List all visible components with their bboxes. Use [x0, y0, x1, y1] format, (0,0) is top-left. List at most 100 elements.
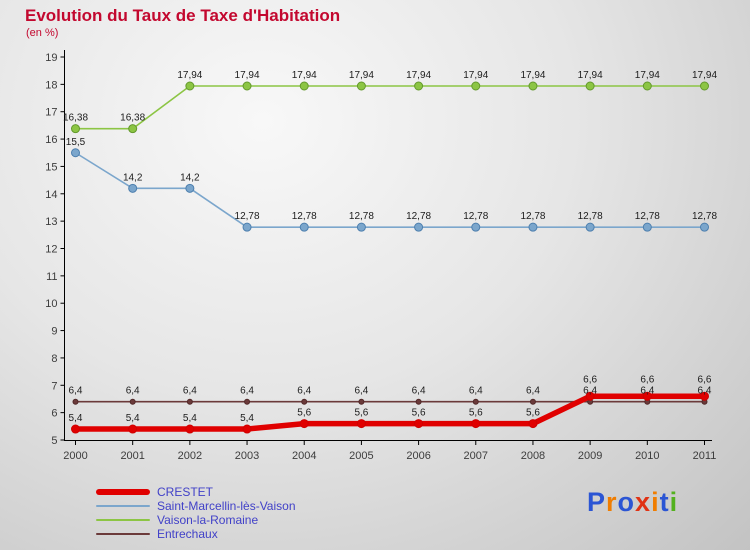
x-tick-label: 2005	[349, 450, 373, 462]
point-label: 6,4	[240, 386, 254, 397]
point-label: 5,4	[69, 413, 83, 424]
point-label: 12,78	[463, 211, 488, 222]
point-label: 5,6	[526, 408, 540, 419]
point-label: 12,78	[349, 211, 374, 222]
point-label: 5,4	[240, 413, 254, 424]
y-tick-label: 13	[45, 216, 57, 228]
data-point-crestet	[356, 419, 366, 429]
point-label: 12,78	[692, 211, 717, 222]
data-point-crestet	[414, 419, 424, 429]
point-label: 6,4	[297, 386, 311, 397]
axes	[64, 50, 712, 441]
point-label: 12,78	[520, 211, 545, 222]
y-tick-label: 19	[45, 52, 57, 64]
x-tick-label: 2001	[120, 450, 144, 462]
data-point-saint-marcellin-l-s-vaison	[642, 222, 652, 232]
data-point-entrechaux	[129, 398, 136, 405]
legend-swatch	[96, 489, 150, 495]
y-tick-label: 17	[45, 107, 57, 119]
data-point-crestet	[242, 424, 252, 434]
point-label: 6,4	[640, 386, 654, 397]
point-label: 16,38	[120, 113, 145, 124]
legend-label: CRESTET	[157, 485, 214, 499]
data-point-entrechaux	[472, 398, 479, 405]
point-label: 16,38	[63, 113, 88, 124]
data-point-entrechaux	[244, 398, 251, 405]
data-point-vaison-la-romaine	[71, 124, 80, 134]
point-label: 6,4	[126, 386, 140, 397]
y-tick-label: 14	[45, 189, 57, 201]
data-point-saint-marcellin-l-s-vaison	[356, 222, 366, 232]
point-label: 5,6	[354, 408, 368, 419]
data-point-saint-marcellin-l-s-vaison	[185, 183, 195, 193]
x-tick-label: 2010	[635, 450, 659, 462]
point-label: 17,94	[463, 70, 488, 81]
logo-letter: x	[635, 487, 652, 517]
point-label: 5,4	[183, 413, 197, 424]
x-tick-label: 2011	[693, 450, 717, 462]
logo-letter: r	[606, 487, 618, 517]
x-tick-label: 2000	[63, 450, 87, 462]
point-label: 12,78	[292, 211, 317, 222]
data-point-saint-marcellin-l-s-vaison	[414, 222, 424, 232]
point-label: 6,6	[583, 375, 597, 386]
logo-letter: i	[651, 487, 660, 517]
x-tick-label: 2002	[178, 450, 202, 462]
point-label: 5,6	[469, 408, 483, 419]
point-label: 6,6	[640, 375, 654, 386]
point-label: 6,4	[469, 386, 483, 397]
data-point-entrechaux	[72, 398, 79, 405]
page-subtitle: (en %)	[26, 27, 59, 39]
y-tick-label: 8	[51, 353, 57, 365]
point-label: 14,2	[123, 172, 143, 183]
point-label: 6,6	[698, 375, 712, 386]
series-line-saint-marcellin-l-s-vaison	[74, 151, 706, 228]
data-point-saint-marcellin-l-s-vaison	[528, 222, 538, 232]
point-label: 17,94	[406, 70, 431, 81]
y-tick-label: 12	[45, 244, 57, 256]
data-point-saint-marcellin-l-s-vaison	[700, 222, 709, 232]
logo-letter: o	[617, 487, 636, 517]
data-point-crestet	[471, 419, 481, 429]
logo-letter: P	[587, 487, 607, 517]
point-label: 17,94	[578, 70, 603, 81]
legend-item-entrechaux: Entrechaux	[96, 527, 296, 541]
data-point-crestet	[642, 391, 652, 401]
x-tick-label: 2008	[521, 450, 545, 462]
x-tick-label: 2009	[578, 450, 602, 462]
data-point-saint-marcellin-l-s-vaison	[471, 222, 481, 232]
point-label: 12,78	[635, 211, 660, 222]
legend-swatch	[96, 505, 150, 507]
data-point-crestet	[71, 424, 80, 434]
y-tick-label: 9	[51, 326, 57, 338]
logo-letter: i	[669, 487, 679, 517]
logo-letter: t	[659, 487, 670, 517]
point-label: 6,4	[698, 386, 712, 397]
point-label: 6,4	[354, 386, 368, 397]
data-point-saint-marcellin-l-s-vaison	[242, 222, 252, 232]
data-point-vaison-la-romaine	[356, 81, 366, 91]
y-tick-label: 6	[51, 408, 57, 420]
legend-item-vaison-la-romaine: Vaison-la-Romaine	[96, 513, 296, 527]
y-tick-label: 10	[45, 298, 57, 310]
point-label: 6,4	[583, 386, 597, 397]
legend-label: Saint-Marcellin-lès-Vaison	[157, 499, 296, 513]
y-tick-label: 11	[46, 271, 57, 283]
point-label: 5,6	[412, 408, 426, 419]
legend-swatch	[96, 533, 150, 535]
data-point-saint-marcellin-l-s-vaison	[128, 183, 138, 193]
data-point-vaison-la-romaine	[185, 81, 195, 91]
data-point-saint-marcellin-l-s-vaison	[585, 222, 595, 232]
data-point-vaison-la-romaine	[585, 81, 595, 91]
y-tick-label: 16	[45, 134, 57, 146]
data-point-crestet	[185, 424, 195, 434]
point-label: 5,6	[297, 408, 311, 419]
data-point-vaison-la-romaine	[528, 81, 538, 91]
x-tick-label: 2003	[235, 450, 259, 462]
point-label: 6,4	[412, 386, 426, 397]
point-label: 17,94	[177, 70, 202, 81]
data-point-entrechaux	[358, 398, 365, 405]
data-point-crestet	[528, 419, 538, 429]
data-point-entrechaux	[186, 398, 193, 405]
